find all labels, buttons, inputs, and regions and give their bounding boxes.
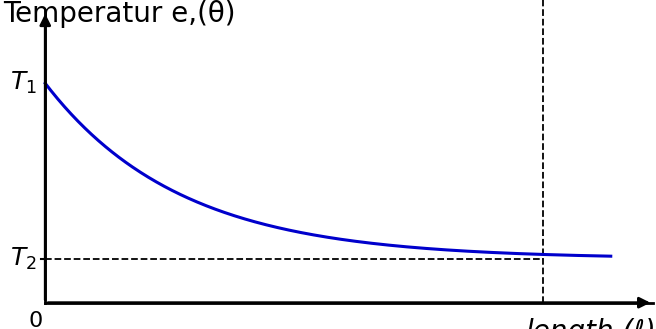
Text: $T_2$: $T_2$: [10, 246, 37, 272]
Text: 0: 0: [28, 312, 43, 329]
Text: $T_1$: $T_1$: [10, 70, 37, 96]
Text: Temperatur e,(θ): Temperatur e,(θ): [3, 0, 236, 28]
Text: length,(ℓ): length,(ℓ): [525, 318, 656, 329]
